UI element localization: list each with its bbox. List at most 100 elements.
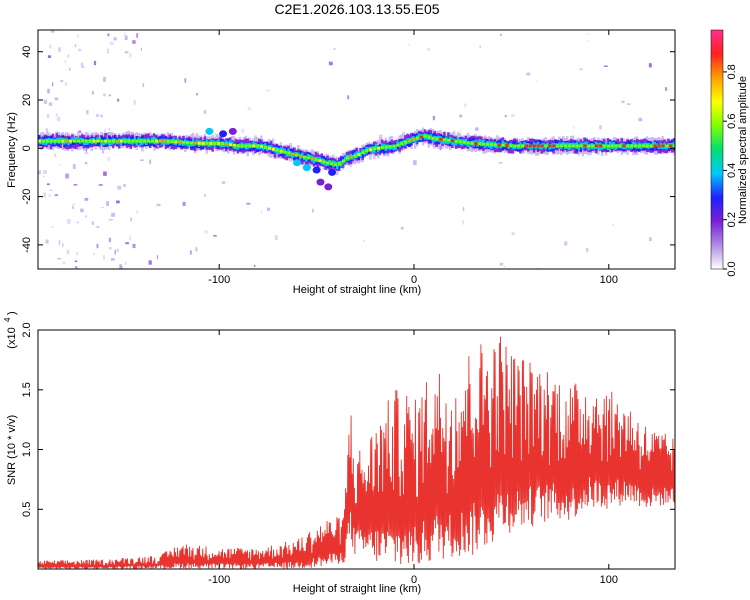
- spectral-blob: [324, 183, 333, 191]
- ridge-core-cell: [80, 139, 84, 143]
- snr-x-label: Height of straight line (km): [293, 583, 421, 595]
- ridge-core-cell: [427, 135, 431, 139]
- ridge-band-cell: [197, 143, 201, 147]
- noise-speck: [312, 208, 314, 213]
- ridge-band-cell: [452, 138, 456, 142]
- ridge-core-cell: [419, 135, 423, 139]
- noise-speck: [116, 200, 120, 204]
- ridge-band-cell: [63, 138, 66, 141]
- noise-speck: [76, 221, 79, 224]
- ridge-band-cell: [102, 140, 105, 145]
- ridge-core-cell: [302, 155, 306, 159]
- ridge-band-cell: [332, 164, 335, 168]
- ridge-core-cell: [583, 144, 587, 148]
- ridge-band-cell: [659, 142, 662, 146]
- ridge-core-cell: [486, 142, 489, 146]
- noise-speck: [67, 54, 70, 58]
- ridge-band-cell: [71, 139, 74, 146]
- y-tick-label: 0.5: [21, 502, 33, 517]
- noise-speck: [475, 127, 479, 131]
- ridge-core-cell: [373, 147, 377, 151]
- ridge-band-cell: [336, 164, 339, 169]
- noise-speck: [55, 113, 58, 116]
- ridge-core-cell: [462, 140, 466, 144]
- ridge-band-cell: [636, 145, 639, 149]
- ridge-band-cell: [663, 142, 666, 146]
- ridge-core-cell: [384, 145, 388, 149]
- ridge-band-cell: [78, 140, 82, 144]
- ridge-core-cell: [649, 144, 653, 148]
- ridge-band-cell: [554, 145, 557, 149]
- ridge-core-cell: [45, 139, 49, 143]
- noise-speck: [84, 152, 89, 155]
- noise-speck: [62, 261, 66, 265]
- ridge-core-cell: [458, 140, 462, 144]
- ridge-core-cell: [283, 150, 287, 154]
- ridge-core-cell: [53, 139, 57, 143]
- ridge-band-cell: [121, 138, 125, 142]
- noise-speck: [266, 90, 271, 92]
- ridge-band-cell: [67, 139, 70, 143]
- noise-speck: [408, 44, 410, 46]
- noise-speck: [511, 232, 515, 235]
- ridge-band-cell: [86, 140, 90, 143]
- ridge-core-cell: [474, 142, 478, 145]
- ridge-band-cell: [371, 146, 374, 149]
- ridge-band-cell: [546, 143, 549, 146]
- ridge-band-cell: [550, 144, 553, 149]
- ridge-core-cell: [314, 158, 318, 162]
- noise-speck: [78, 130, 82, 133]
- ridge-core-cell: [193, 141, 197, 145]
- spectral-blob: [328, 168, 337, 176]
- noise-speck: [204, 194, 206, 197]
- ridge-core-cell: [326, 161, 330, 165]
- ridge-band-cell: [587, 145, 590, 150]
- ridge-core-cell: [41, 139, 45, 143]
- ridge-band-cell: [612, 141, 616, 148]
- ridge-band-cell: [133, 140, 136, 144]
- noise-speck: [64, 60, 67, 64]
- noise-speck: [93, 253, 95, 255]
- ridge-band-cell: [345, 157, 349, 162]
- ridge-band-cell: [595, 146, 598, 149]
- ridge-core-cell: [579, 144, 583, 148]
- ridge-band-cell: [577, 144, 581, 148]
- noise-speck: [638, 117, 643, 122]
- spectral-blob: [293, 159, 302, 167]
- ridge-band-cell: [542, 142, 545, 147]
- ridge-band-cell: [573, 145, 577, 149]
- noise-speck: [125, 242, 129, 245]
- ridge-core-cell: [115, 139, 119, 143]
- noise-speck: [78, 48, 82, 52]
- ridge-core-cell: [275, 148, 279, 152]
- ridge-band-cell: [491, 142, 495, 146]
- noise-speck: [504, 115, 507, 118]
- ridge-band-cell: [145, 138, 148, 142]
- ridge-band-cell: [515, 144, 518, 148]
- ridge-band-cell: [184, 139, 187, 145]
- ridge-band-cell: [425, 133, 429, 138]
- ridge-band-cell: [441, 137, 444, 141]
- noise-speck: [511, 114, 515, 117]
- ridge-core-cell: [400, 142, 404, 146]
- ridge-core-cell: [591, 144, 595, 148]
- noise-speck: [85, 215, 88, 218]
- ridge-band-cell: [595, 141, 598, 147]
- noise-speck: [142, 83, 145, 88]
- y-tick-label: 2.0: [21, 322, 33, 337]
- ridge-band-cell: [468, 142, 471, 146]
- ridge-core-cell: [536, 144, 540, 148]
- colorbar-tick-label: 0.0: [726, 261, 738, 276]
- noise-speck: [260, 210, 263, 214]
- ridge-band-cell: [398, 142, 401, 148]
- noise-speck: [108, 237, 111, 243]
- ridge-band-cell: [312, 157, 316, 164]
- spectral-blob: [312, 166, 321, 174]
- ridge-core-cell: [57, 139, 61, 143]
- ridge-band-cell: [172, 141, 175, 145]
- ridge-core-cell: [489, 143, 493, 146]
- noise-speck: [69, 67, 71, 71]
- noise-speck: [241, 128, 245, 133]
- ridge-band-cell: [326, 162, 329, 167]
- noise-speck: [599, 125, 602, 130]
